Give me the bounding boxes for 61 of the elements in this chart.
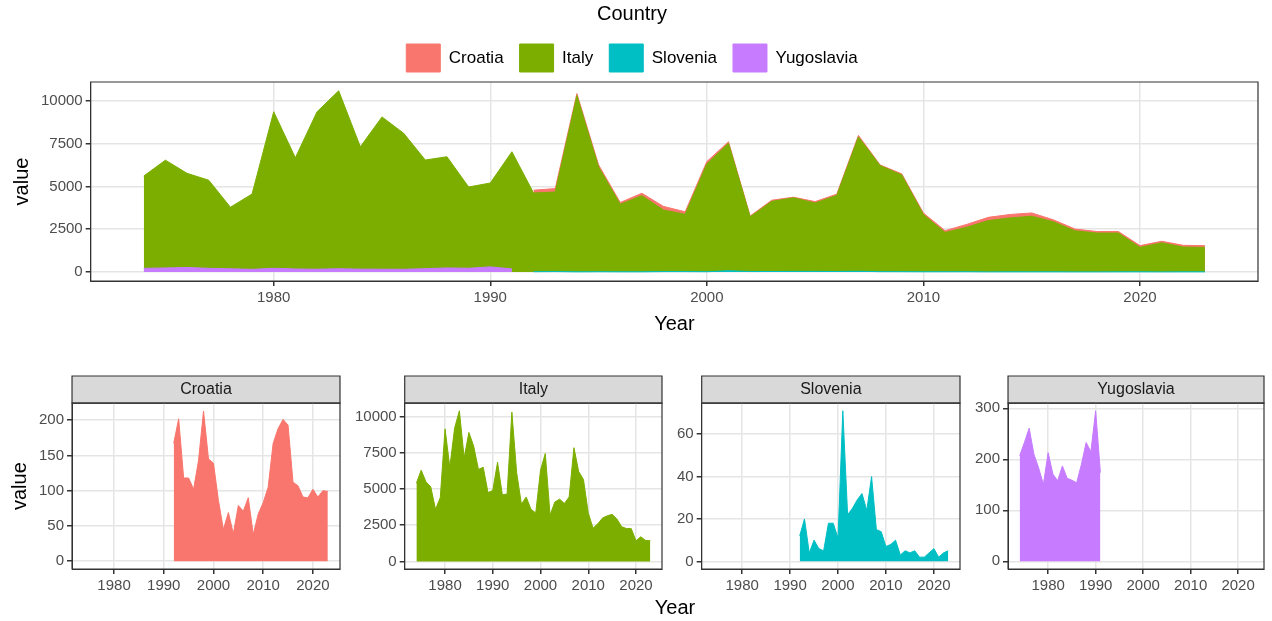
x-tick-label: 2010 bbox=[246, 576, 280, 594]
y-tick-label: 100 bbox=[975, 500, 1001, 518]
x-tick-label: 2010 bbox=[869, 576, 903, 594]
x-tick-label: 2020 bbox=[1123, 288, 1157, 306]
legend-label: Slovenia bbox=[651, 47, 718, 67]
y-tick-label: 2500 bbox=[49, 219, 83, 237]
x-tick-label: 1990 bbox=[1078, 576, 1113, 594]
y-tick-label: 20 bbox=[677, 509, 694, 527]
x-tick-label: 2000 bbox=[690, 288, 724, 306]
chart-title: Italy bbox=[518, 380, 549, 398]
y-tick-label: 200 bbox=[975, 449, 1001, 467]
x-tick-label: 2000 bbox=[1126, 576, 1160, 594]
x-tick-label: 2020 bbox=[619, 576, 653, 594]
x-axis-title: Year bbox=[654, 311, 695, 334]
legend-label: Croatia bbox=[448, 47, 505, 67]
y-tick-label: 0 bbox=[685, 551, 694, 569]
legend-label: Italy bbox=[562, 47, 594, 67]
chart-title: Croatia bbox=[180, 380, 232, 398]
y-tick-label: 60 bbox=[677, 424, 694, 442]
x-tick-label: 1980 bbox=[725, 576, 759, 594]
y-axis-title: value bbox=[9, 157, 32, 206]
x-tick-label: 2010 bbox=[906, 288, 941, 306]
y-tick-label: 10000 bbox=[40, 90, 83, 108]
y-tick-label: 7500 bbox=[363, 442, 397, 460]
x-tick-label: 2000 bbox=[196, 576, 231, 594]
y-tick-label: 5000 bbox=[363, 479, 397, 497]
y-tick-label: 100 bbox=[39, 480, 65, 498]
x-axis-title: Year bbox=[653, 596, 697, 619]
x-tick-label: 1990 bbox=[473, 288, 507, 306]
y-tick-label: 50 bbox=[47, 516, 65, 534]
y-tick-label: 10000 bbox=[354, 406, 397, 424]
x-tick-label: 1990 bbox=[476, 576, 510, 594]
x-tick-label: 1980 bbox=[428, 576, 462, 594]
y-tick-label: 200 bbox=[39, 410, 65, 428]
x-tick-label: 2010 bbox=[1173, 576, 1208, 594]
legend-label: Yugoslavia bbox=[775, 47, 859, 67]
y-tick-label: 7500 bbox=[49, 133, 83, 151]
y-tick-label: 300 bbox=[975, 398, 1001, 416]
y-tick-label: 0 bbox=[55, 551, 65, 569]
x-tick-label: 1980 bbox=[1031, 576, 1065, 594]
y-tick-label: 150 bbox=[39, 445, 65, 463]
x-tick-label: 2020 bbox=[1221, 576, 1255, 594]
x-tick-label: 2020 bbox=[917, 576, 951, 594]
x-tick-label: 1990 bbox=[147, 576, 181, 594]
y-tick-label: 2500 bbox=[363, 515, 397, 533]
x-tick-label: 1990 bbox=[773, 576, 807, 594]
chart-title: Slovenia bbox=[800, 380, 862, 398]
chart-title: Yugoslavia bbox=[1097, 380, 1175, 398]
y-tick-label: 40 bbox=[677, 466, 694, 484]
y-tick-label: 0 bbox=[74, 262, 83, 280]
legend-title: Country bbox=[596, 1, 668, 24]
y-tick-label: 5000 bbox=[49, 176, 83, 194]
y-tick-label: 0 bbox=[991, 551, 1001, 569]
x-tick-label: 2000 bbox=[821, 576, 855, 594]
x-tick-label: 2000 bbox=[523, 576, 558, 594]
x-tick-label: 1980 bbox=[257, 288, 291, 306]
x-tick-label: 1980 bbox=[97, 576, 131, 594]
y-axis-title: value bbox=[7, 462, 30, 511]
x-tick-label: 2020 bbox=[296, 576, 330, 594]
x-tick-label: 2010 bbox=[571, 576, 605, 594]
y-tick-label: 0 bbox=[388, 551, 397, 569]
